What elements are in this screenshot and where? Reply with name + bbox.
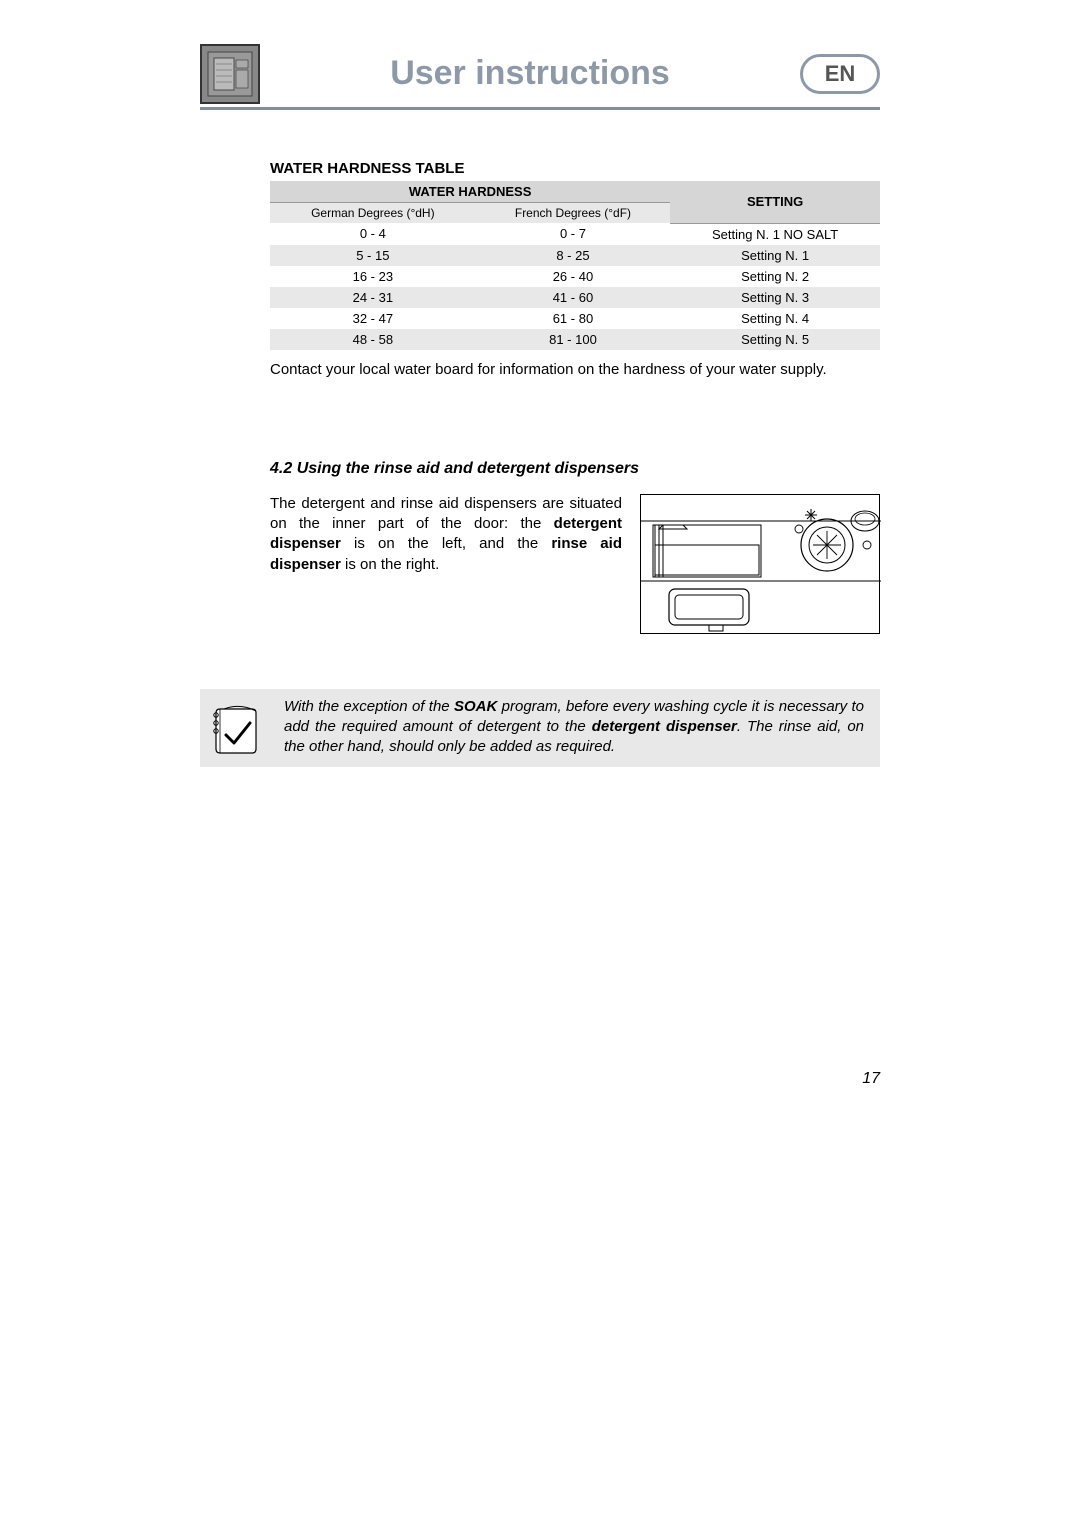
table-row: 16 - 2326 - 40Setting N. 2 [270,266,880,287]
cell-setting: Setting N. 5 [670,329,880,350]
cell-dh: 16 - 23 [270,266,476,287]
page-header: User instructions EN [200,40,880,110]
table-row: 24 - 3141 - 60Setting N. 3 [270,287,880,308]
table-row: 0 - 40 - 7Setting N. 1 NO SALT [270,223,880,245]
dispenser-diagram [640,494,880,634]
cell-df: 26 - 40 [476,266,671,287]
table-group-header: WATER HARDNESS [270,181,670,203]
cell-dh: 5 - 15 [270,245,476,266]
note-text: With the exception of the SOAK program, … [284,697,872,758]
note-b2: detergent dispenser [592,718,737,735]
cell-dh: 32 - 47 [270,308,476,329]
disp-text-mid: is on the left, and the [341,535,551,552]
table-row: 5 - 158 - 25Setting N. 1 [270,245,880,266]
section-heading: 4.2 Using the rinse aid and detergent di… [270,460,880,478]
note-callout: With the exception of the SOAK program, … [200,689,880,767]
cell-setting: Setting N. 3 [670,287,880,308]
page-title: User instructions [260,54,800,93]
cell-setting: Setting N. 1 [670,245,880,266]
cell-dh: 0 - 4 [270,223,476,245]
note-b1: SOAK [454,698,497,715]
page-number: 17 [862,1070,880,1088]
cell-df: 0 - 7 [476,223,671,245]
table-row: 48 - 5881 - 100Setting N. 5 [270,329,880,350]
after-table-text: Contact your local water board for infor… [270,360,880,380]
note-notebook-icon [206,699,266,759]
cell-df: 41 - 60 [476,287,671,308]
cell-df: 61 - 80 [476,308,671,329]
disp-text-post: is on the right. [341,556,439,573]
language-badge: EN [800,54,880,94]
appliance-icon [200,44,260,104]
table-setting-header: SETTING [670,181,880,223]
cell-setting: Setting N. 2 [670,266,880,287]
cell-setting: Setting N. 1 NO SALT [670,223,880,245]
note-pre: With the exception of the [284,698,454,715]
cell-df: 81 - 100 [476,329,671,350]
cell-df: 8 - 25 [476,245,671,266]
table-row: 32 - 4761 - 80Setting N. 4 [270,308,880,329]
cell-dh: 24 - 31 [270,287,476,308]
table-col-dh: German Degrees (°dH) [270,203,476,224]
cell-dh: 48 - 58 [270,329,476,350]
table-title: WATER HARDNESS TABLE [270,160,880,177]
water-hardness-table: WATER HARDNESS SETTING German Degrees (°… [270,181,880,350]
cell-setting: Setting N. 4 [670,308,880,329]
dispenser-paragraph: The detergent and rinse aid dispensers a… [270,494,622,575]
table-col-df: French Degrees (°dF) [476,203,671,224]
